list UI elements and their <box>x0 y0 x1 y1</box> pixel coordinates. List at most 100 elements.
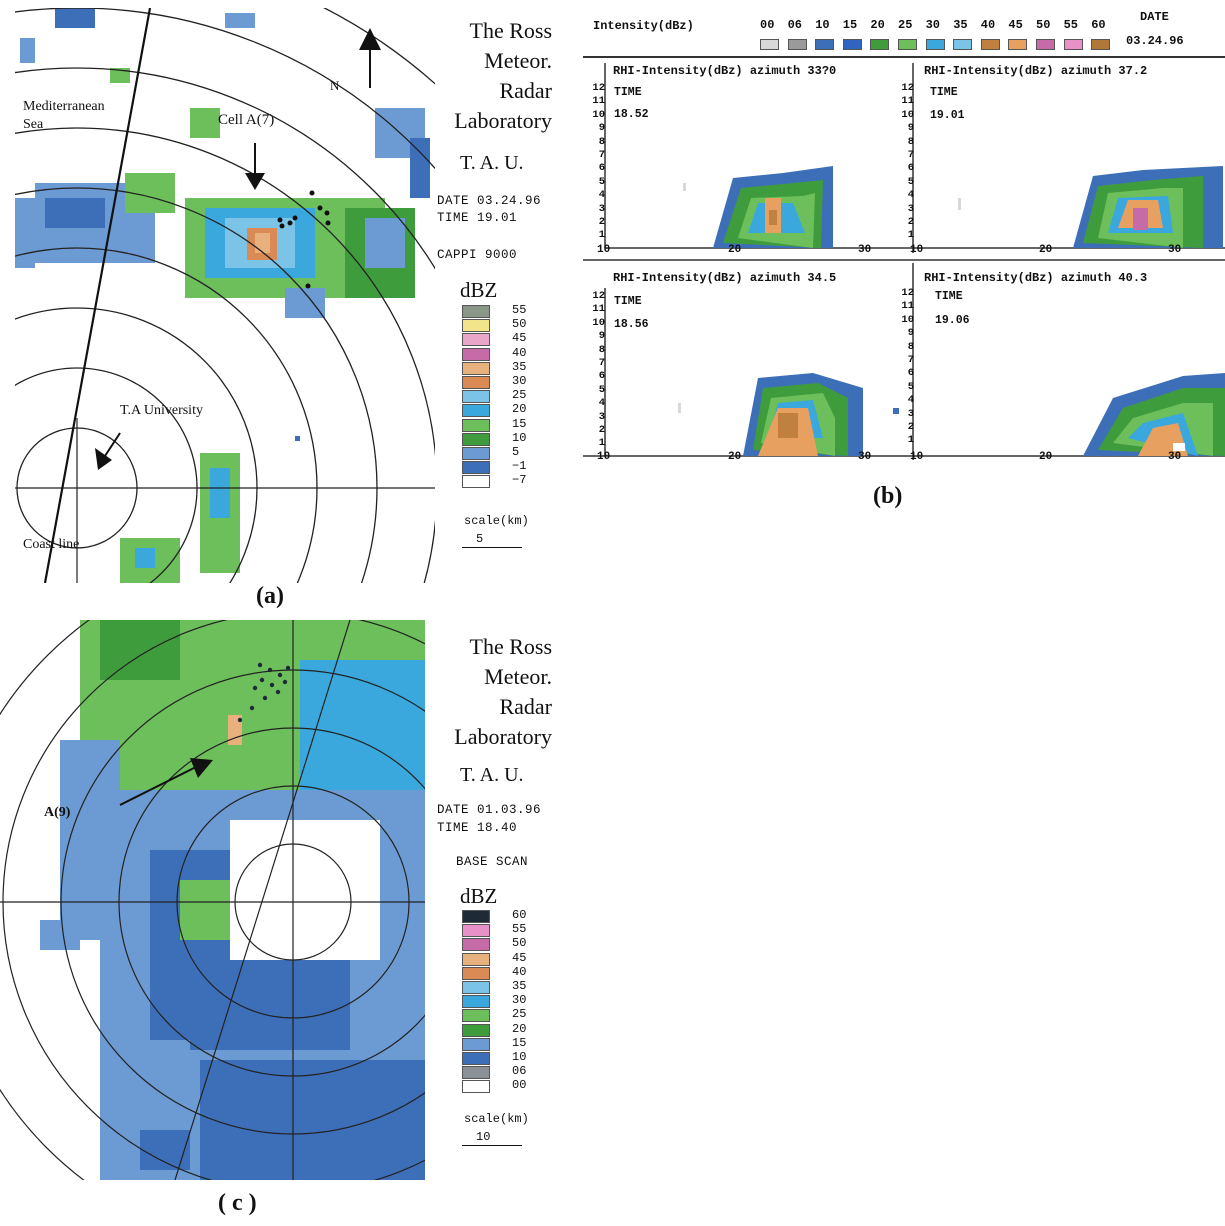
lab-line: Meteor. <box>484 664 552 689</box>
c-legend-swatch <box>462 1009 490 1023</box>
lightning-dots-a <box>277 190 331 289</box>
rhi-y-tick: 4 <box>598 189 605 202</box>
date-label-b: DATE <box>1140 10 1169 24</box>
rhi-y-tick: 2 <box>907 216 914 228</box>
rhi-y-tick: 12 <box>592 82 605 94</box>
intensity-scale-swatch <box>898 39 917 50</box>
rhi-y-tick: 6 <box>598 162 605 175</box>
rhi-y-tick: 2 <box>598 216 605 228</box>
university-arrow <box>95 432 121 470</box>
intensity-scale-swatch <box>980 39 1000 50</box>
tau-c: T. A. U. <box>460 764 524 786</box>
rhi-y-tick: 4 <box>907 394 914 407</box>
a-legend-label: 50 <box>512 317 527 332</box>
a-legend-swatch <box>462 319 490 333</box>
c-legend-swatch <box>462 924 490 938</box>
rhi-x-tick: 10 <box>597 451 611 463</box>
a-legend-swatch <box>462 305 490 318</box>
c-legend-swatch <box>462 981 490 994</box>
lab-line: Laboratory <box>454 724 552 749</box>
tau-a: T. A. U. <box>460 152 524 174</box>
intensity-label: Intensity(dBz) <box>593 19 694 33</box>
scale-bar-c <box>462 1145 522 1146</box>
c-legend-label: 55 <box>512 922 527 937</box>
intensity-scale-label: 50 <box>1036 18 1051 32</box>
c-legend-swatch <box>462 995 490 1009</box>
top-rule-b <box>583 56 1225 58</box>
rhi-y-tick: 5 <box>907 175 914 188</box>
rhi-y-tick: 1 <box>907 229 914 242</box>
scale-value-c: 10 <box>476 1130 491 1144</box>
intensity-scale-label: 45 <box>1008 18 1023 32</box>
rhi-y-tick: 4 <box>907 189 914 202</box>
rhi-x-tick: 20 <box>728 244 742 256</box>
rhi-y-tick: 6 <box>907 367 914 380</box>
rhi-x-tick: 20 <box>1039 451 1053 463</box>
rhi-time-label-1: TIME <box>614 86 642 99</box>
lab-title-c: The Ross Meteor. Radar Laboratory <box>432 632 552 752</box>
lab-line: Radar <box>499 78 552 103</box>
rhi-y-tick: 5 <box>907 380 914 393</box>
lab-line: Laboratory <box>454 108 552 133</box>
a-legend-swatch <box>462 361 490 375</box>
a-legend-label: −1 <box>512 459 527 474</box>
a-legend-label: 10 <box>512 430 527 445</box>
a-legend-swatch <box>462 390 490 404</box>
rhi-y-tick: 6 <box>598 370 605 383</box>
rhi-y-tick: 7 <box>598 357 605 369</box>
rhi-y-tick: 3 <box>598 202 605 215</box>
a-legend-label: 45 <box>512 331 527 346</box>
rhi-y-tick: 7 <box>907 149 914 161</box>
lab-line: Radar <box>499 694 552 719</box>
rhi-x-tick: 10 <box>910 244 924 256</box>
rhi-title-4: RHI-Intensity(dBz) azimuth 40.3 <box>924 271 1148 285</box>
rhi-y-tick: 4 <box>598 397 605 410</box>
a-legend-swatch <box>462 475 490 489</box>
rhi-y-tick: 3 <box>907 202 914 215</box>
intensity-scale-swatch <box>953 39 973 50</box>
north-arrow-icon <box>359 28 381 88</box>
intensity-scale-label: 35 <box>953 18 968 32</box>
dbz-title-a: dBZ <box>460 278 498 302</box>
intensity-scale-label: 30 <box>925 18 940 32</box>
scan-a: CAPPI 9000 <box>437 248 518 262</box>
c-legend-swatch <box>462 966 490 980</box>
intensity-scale-label: 55 <box>1063 18 1078 32</box>
intensity-scale-label: 10 <box>815 18 830 32</box>
coast-line-c <box>174 620 351 1180</box>
rhi-y-tick: 11 <box>901 300 914 313</box>
c-legend-swatch <box>462 938 490 952</box>
rhi-title-2: RHI-Intensity(dBz) azimuth 37.2 <box>924 64 1148 78</box>
university-label: T.A University <box>120 403 203 418</box>
rhi-y-tick: 11 <box>901 95 914 108</box>
lightning-dots-c <box>237 662 291 723</box>
rhi-time-4: 19.06 <box>935 314 970 327</box>
intensity-scale-swatch <box>870 39 890 50</box>
rhi-x-tick: 10 <box>597 244 611 256</box>
date-value-b: 03.24.96 <box>1126 34 1184 48</box>
c-legend-swatch <box>462 1037 490 1051</box>
a-legend-swatch <box>462 418 490 432</box>
rhi-x-tick: 10 <box>910 451 924 463</box>
intensity-scale-label: 40 <box>980 18 996 32</box>
rhi-y-tick: 12 <box>901 287 914 299</box>
c-legend-swatch <box>462 952 490 966</box>
cell-label-c: A(9) <box>44 805 71 820</box>
a-legend-label: 55 <box>512 303 527 317</box>
time-a: TIME 19.01 <box>437 211 518 225</box>
rhi-y-tick: 1 <box>907 434 914 447</box>
a-legend-label: 15 <box>512 416 527 431</box>
rhi-y-tick: 9 <box>907 122 914 135</box>
intensity-scale-label: 15 <box>842 18 858 32</box>
rhi-y-tick: 7 <box>907 354 914 366</box>
scale-value-a: 5 <box>476 532 484 546</box>
intensity-scale-swatch <box>842 39 862 50</box>
intensity-scale-label: 06 <box>787 18 802 32</box>
rhi-y-tick: 8 <box>907 340 914 353</box>
rhi-y-tick: 12 <box>592 290 605 302</box>
scan-c: BASE SCAN <box>456 855 529 869</box>
a-legend-label: 25 <box>512 388 527 403</box>
radar-map-c <box>0 620 425 1180</box>
legend-c: 60 55 50 45 40 35 30 25 20 15 10 06 00 <box>462 908 542 1095</box>
sea-label: Mediterranean Sea <box>23 99 105 132</box>
